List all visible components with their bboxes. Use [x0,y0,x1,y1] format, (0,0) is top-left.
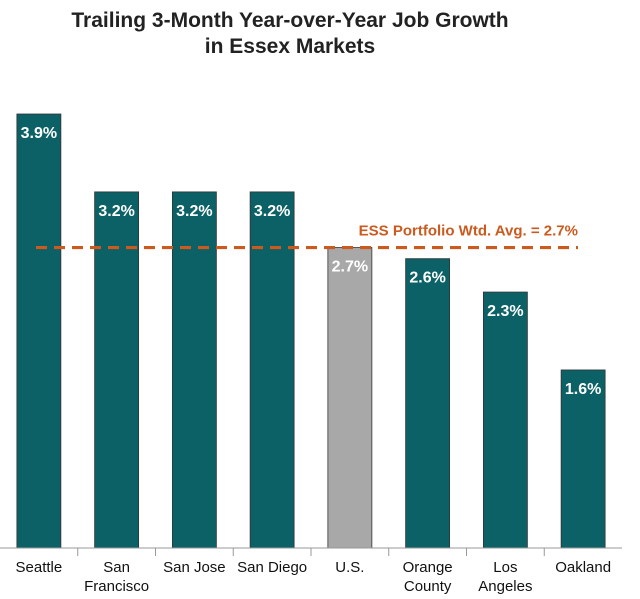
chart-title-line-2: in Essex Markets [204,35,376,58]
category-label-0: Seattle [16,559,63,576]
value-label-2: 3.2% [176,203,212,220]
reference-line-label: ESS Portfolio Wtd. Avg. = 2.7% [359,223,578,240]
category-label-2: San Jose [163,559,226,576]
bar-5 [405,258,451,549]
bar-6 [482,291,528,549]
bar-4 [327,247,373,549]
bar-0 [16,113,62,549]
bar-7 [560,369,606,549]
value-label-4: 2.7% [332,259,368,276]
category-label-7: Oakland [555,559,611,576]
category-label-1: San Francisco [84,559,149,595]
value-label-5: 2.6% [409,270,445,287]
value-label-7: 1.6% [565,381,601,398]
category-label-5: Orange County [403,559,453,595]
category-label-3: San Diego [237,559,307,576]
category-label-6: Los Angeles [478,559,532,595]
chart-title: Trailing 3-Month Year-over-Year Job Grow… [0,8,580,60]
value-label-1: 3.2% [98,203,134,220]
chart-title-line-1: Trailing 3-Month Year-over-Year Job Grow… [71,9,509,32]
value-label-3: 3.2% [254,203,290,220]
value-label-6: 2.3% [487,303,523,320]
bar-2 [171,191,217,549]
bar-1 [94,191,140,549]
value-label-0: 3.9% [21,125,57,142]
bar-3 [249,191,295,549]
category-label-4: U.S. [335,559,364,576]
